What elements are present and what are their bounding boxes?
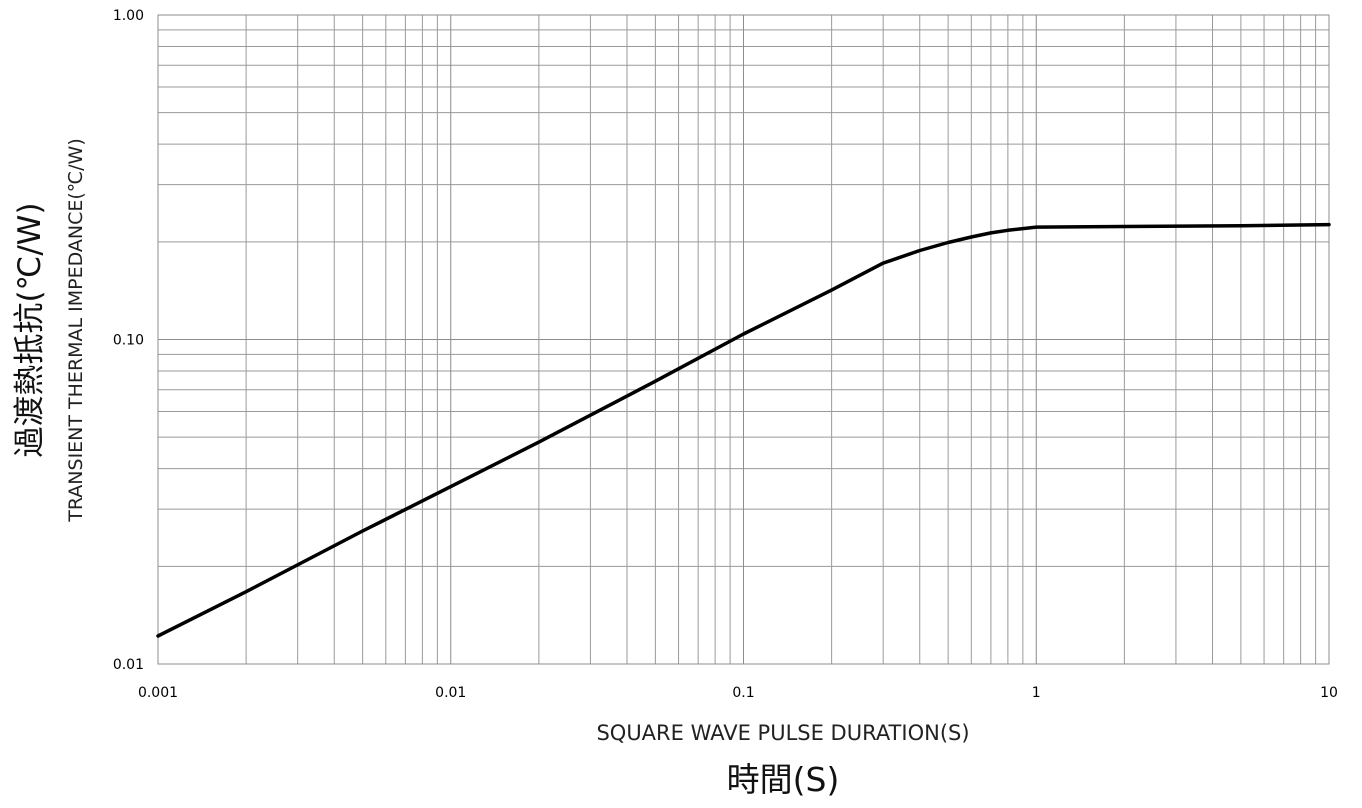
x-tick-label: 0.1 <box>732 685 754 701</box>
y-axis-label: TRANSIENT THERMAL IMPEDANCE(℃/W) <box>65 138 87 522</box>
y-tick-labels: 0.01 0.10 1.00 <box>113 8 144 673</box>
x-tick-labels: 0.001 0.01 0.1 1 10 <box>138 685 1338 701</box>
x-tick-label: 0.01 <box>435 685 466 701</box>
y-tick-label: 1.00 <box>113 8 144 24</box>
series-line <box>156 222 1331 638</box>
y-tick-label: 0.10 <box>113 333 144 349</box>
series-layer <box>156 222 1331 638</box>
y-tick-label: 0.01 <box>113 657 144 673</box>
x-tick-label: 10 <box>1320 685 1338 701</box>
x-axis-label: SQUARE WAVE PULSE DURATION(S) <box>596 721 969 745</box>
plot-area-frame <box>157 14 1330 665</box>
y-axis-label-japanese: 過渡熱抵抗(℃/W) <box>12 202 48 457</box>
x-tick-label: 1 <box>1032 685 1041 701</box>
x-axis-label-japanese: 時間(S) <box>727 760 840 799</box>
x-tick-label: 0.001 <box>138 685 178 701</box>
